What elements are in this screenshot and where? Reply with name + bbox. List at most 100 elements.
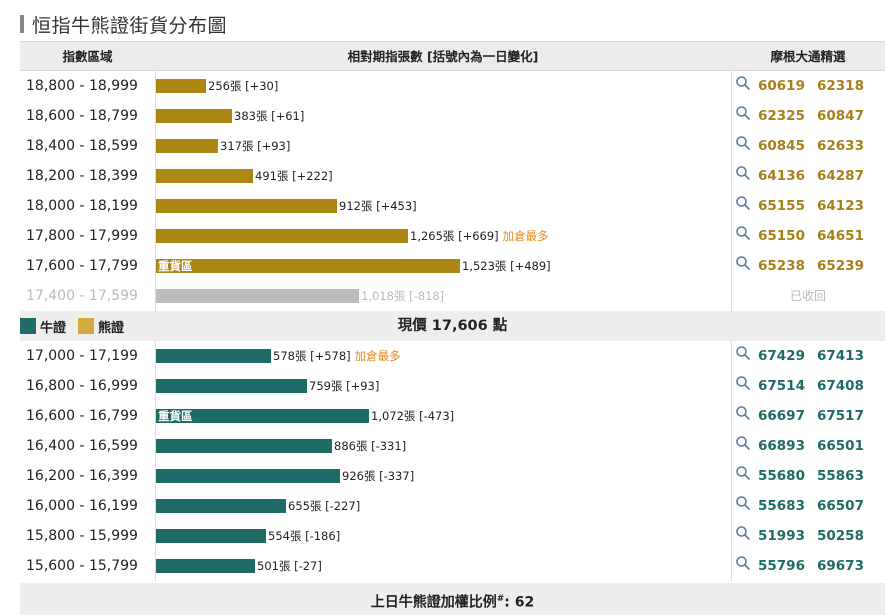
bear-row: 18,000 - 18,199 912張 [+453] 65155 64123	[20, 191, 885, 221]
warrant-code-link[interactable]: 60619	[758, 78, 805, 94]
warrant-code-link[interactable]: 64287	[817, 168, 864, 184]
column-divider	[731, 341, 732, 581]
magnifier-icon[interactable]	[735, 135, 751, 151]
warrant-code-link[interactable]: 66507	[817, 498, 864, 514]
bear-row: 18,600 - 18,799 383張 [+61] 62325 60847	[20, 101, 885, 131]
magnifier-icon[interactable]	[735, 435, 751, 451]
warrant-code-link[interactable]: 60847	[817, 108, 864, 124]
count-text: 317張 [+93]	[220, 139, 291, 153]
count-text: 926張 [-337]	[342, 469, 415, 483]
count-text: 759張 [+93]	[309, 379, 380, 393]
outstanding-count: 926張 [-337]	[342, 469, 414, 483]
warrant-code-link[interactable]: 67413	[817, 348, 864, 364]
warrant-code-link[interactable]: 55680	[758, 468, 805, 484]
warrant-code-link[interactable]: 55863	[817, 468, 864, 484]
magnifier-icon[interactable]	[735, 225, 751, 241]
bull-outstanding-bar	[155, 379, 307, 393]
picks-cell: 67514 67408	[731, 371, 885, 401]
warrant-code-link[interactable]: 51993	[758, 528, 805, 544]
bear-section: 18,800 - 18,999 256張 [+30] 60619 62318 18,60…	[20, 71, 885, 281]
warrant-code-link[interactable]: 60845	[758, 138, 805, 154]
magnifier-icon[interactable]	[735, 255, 751, 271]
bull-row: 16,400 - 16,599 886張 [-331] 66893 66501	[20, 431, 885, 461]
magnifier-icon[interactable]	[735, 495, 751, 511]
warrant-code-link[interactable]: 55683	[758, 498, 805, 514]
warrant-code-link[interactable]: 50258	[817, 528, 864, 544]
outstanding-count: 501張 [-27]	[257, 559, 322, 573]
bull-row: 15,800 - 15,999 554張 [-186] 51993 50258	[20, 521, 885, 551]
weighted-ratio-footer: 上日牛熊證加權比例#: 62	[20, 583, 885, 615]
outstanding-count: 491張 [+222]	[255, 169, 333, 183]
magnifier-icon[interactable]	[735, 525, 751, 541]
magnifier-icon[interactable]	[735, 105, 751, 121]
bear-row: 18,400 - 18,599 317張 [+93] 60845 62633	[20, 131, 885, 161]
bull-outstanding-bar	[155, 499, 286, 513]
outstanding-count: 256張 [+30]	[208, 79, 278, 93]
outstanding-count: 1,265張 [+669] 加倉最多	[410, 229, 549, 243]
magnifier-icon[interactable]	[735, 195, 751, 211]
count-text: 578張 [+578]	[273, 349, 351, 363]
warrant-code-link[interactable]: 67429	[758, 348, 805, 364]
bear-outstanding-bar	[155, 139, 218, 153]
warrant-code-link[interactable]: 65150	[758, 228, 805, 244]
warrant-code-link[interactable]: 64123	[817, 198, 864, 214]
outstanding-count: 317張 [+93]	[220, 139, 290, 153]
magnifier-icon[interactable]	[735, 375, 751, 391]
warrant-code-link[interactable]: 66893	[758, 438, 805, 454]
header-outstanding: 相對期指張數 [括號內為一日變化]	[347, 49, 539, 64]
warrant-code-link[interactable]: 65155	[758, 198, 805, 214]
bear-row: 17,600 - 17,799 重貨區 1,523張 [+489] 65238 6523…	[20, 251, 885, 281]
recalled-row: 17,400 - 17,599 1,018張 [-818] 已收回	[20, 281, 885, 311]
picks-cell: 65150 64651	[731, 221, 885, 251]
warrant-code-link[interactable]: 67408	[817, 378, 864, 394]
header-range: 指數區域	[62, 49, 113, 64]
range-label: 17,800 - 17,999	[26, 228, 138, 244]
warrant-code-link[interactable]: 64651	[817, 228, 864, 244]
magnifier-icon[interactable]	[735, 555, 751, 571]
range-label: 16,200 - 16,399	[26, 468, 138, 484]
legend-bull-swatch	[20, 318, 36, 334]
recalled-outstanding-bar	[155, 289, 359, 303]
warrant-code-link[interactable]: 69673	[817, 558, 864, 574]
warrant-code-link[interactable]: 66501	[817, 438, 864, 454]
bull-outstanding-bar	[155, 529, 266, 543]
column-divider	[155, 341, 156, 581]
picks-cell: 62325 60847	[731, 101, 885, 131]
picks-cell: 67429 67413	[731, 341, 885, 371]
footer-value: : 62	[504, 594, 535, 611]
picks-cell: 60619 62318	[731, 71, 885, 101]
range-label: 16,000 - 16,199	[26, 498, 138, 514]
warrant-code-link[interactable]: 66697	[758, 408, 805, 424]
recalled-status: 已收回	[789, 289, 826, 303]
magnifier-icon[interactable]	[735, 405, 751, 421]
magnifier-icon[interactable]	[735, 465, 751, 481]
count-text: 554張 [-186]	[268, 529, 341, 543]
range-label: 16,800 - 16,999	[26, 378, 138, 394]
range-label: 18,000 - 18,199	[26, 198, 138, 214]
warrant-code-link[interactable]: 62318	[817, 78, 864, 94]
magnifier-icon[interactable]	[735, 165, 751, 181]
bear-outstanding-bar	[155, 79, 206, 93]
current-price-bar: 牛證 熊證 現價 17,606 點	[20, 311, 885, 341]
warrant-code-link[interactable]: 65238	[758, 258, 805, 274]
legend-bear-label: 熊證	[98, 320, 125, 336]
warrant-code-link[interactable]: 67514	[758, 378, 805, 394]
picks-cell: 65238 65239	[731, 251, 885, 281]
warrant-code-link[interactable]: 65239	[817, 258, 864, 274]
outstanding-count: 1,523張 [+489]	[462, 259, 551, 273]
column-divider	[731, 281, 732, 311]
outstanding-count: 886張 [-331]	[334, 439, 406, 453]
current-price: 現價 17,606 點	[397, 318, 508, 334]
range-label: 17,400 - 17,599	[26, 288, 138, 304]
warrant-code-link[interactable]: 62325	[758, 108, 805, 124]
max-increase-note: 加倉最多	[354, 349, 401, 363]
warrant-code-link[interactable]: 64136	[758, 168, 805, 184]
range-label: 15,600 - 15,799	[26, 558, 138, 574]
warrant-code-link[interactable]: 67517	[817, 408, 864, 424]
warrant-code-link[interactable]: 62633	[817, 138, 864, 154]
picks-cell: 55680 55863	[731, 461, 885, 491]
magnifier-icon[interactable]	[735, 345, 751, 361]
warrant-code-link[interactable]: 55796	[758, 558, 805, 574]
column-divider	[155, 71, 156, 281]
magnifier-icon[interactable]	[735, 75, 751, 91]
